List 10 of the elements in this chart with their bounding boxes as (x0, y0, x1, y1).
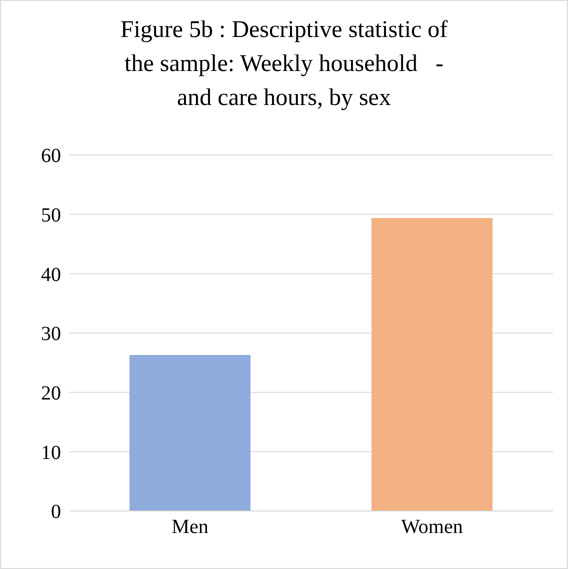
y-tick-label: 50 (41, 204, 61, 226)
y-tick-label: 60 (41, 145, 61, 168)
y-tick-label: 0 (51, 501, 61, 524)
y-tick-label: 10 (41, 442, 61, 464)
y-tick-label: 40 (41, 264, 61, 286)
y-tick-label: 20 (41, 382, 61, 404)
x-tick-label: Women (401, 516, 463, 538)
x-tick-label: Men (172, 516, 208, 538)
chart-title: Figure 5b : Descriptive statistic of the sample: Weekly household - and care hours, by sex (119, 16, 449, 113)
y-tick-label: 30 (41, 323, 61, 346)
